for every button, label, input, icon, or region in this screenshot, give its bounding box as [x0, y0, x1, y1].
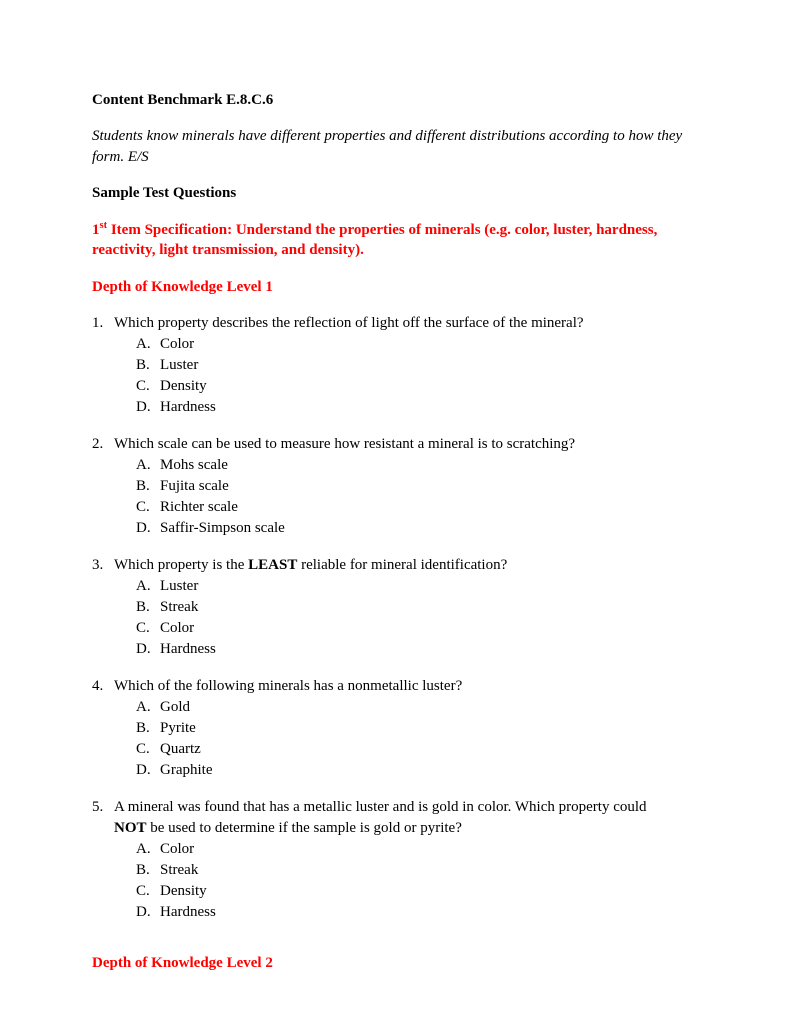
document-page: Content Benchmark E.8.C.6 Students know … [0, 0, 791, 1029]
option-c: C.Density [136, 881, 699, 902]
options-list: A.Mohs scale B.Fujita scale C.Richter sc… [92, 455, 699, 539]
dok-level-2-title: Depth of Knowledge Level 2 [92, 953, 699, 973]
item-specification: 1st Item Specification: Understand the p… [92, 219, 699, 261]
sample-questions-title: Sample Test Questions [92, 183, 699, 203]
question-number: 3. [92, 555, 114, 576]
question-number: 4. [92, 676, 114, 697]
option-c: C.Density [136, 376, 699, 397]
dok-level-1-title: Depth of Knowledge Level 1 [92, 277, 699, 297]
standard-text: Students know minerals have different pr… [92, 126, 699, 167]
option-c: C.Quartz [136, 739, 699, 760]
option-b: B.Streak [136, 597, 699, 618]
option-a: A.Mohs scale [136, 455, 699, 476]
option-a: A.Luster [136, 576, 699, 597]
option-d: D.Hardness [136, 639, 699, 660]
question-text: A mineral was found that has a metallic … [114, 797, 699, 839]
option-a: A.Color [136, 839, 699, 860]
option-a: A.Gold [136, 697, 699, 718]
option-b: B.Streak [136, 860, 699, 881]
options-list: A.Color B.Streak C.Density D.Hardness [92, 839, 699, 923]
options-list: A.Gold B.Pyrite C.Quartz D.Graphite [92, 697, 699, 781]
item-spec-text: Item Specification: Understand the prope… [92, 222, 657, 258]
question-number: 2. [92, 434, 114, 455]
option-b: B.Fujita scale [136, 476, 699, 497]
item-spec-sup: st [100, 220, 108, 231]
option-c: C.Richter scale [136, 497, 699, 518]
question-text: Which property describes the reflection … [114, 313, 699, 334]
option-d: D.Graphite [136, 760, 699, 781]
question-5: 5. A mineral was found that has a metall… [92, 797, 699, 923]
question-text: Which scale can be used to measure how r… [114, 434, 699, 455]
option-d: D.Saffir-Simpson scale [136, 518, 699, 539]
option-b: B.Luster [136, 355, 699, 376]
options-list: A.Luster B.Streak C.Color D.Hardness [92, 576, 699, 660]
question-2: 2. Which scale can be used to measure ho… [92, 434, 699, 539]
option-c: C.Color [136, 618, 699, 639]
question-number: 5. [92, 797, 114, 839]
option-d: D.Hardness [136, 397, 699, 418]
option-b: B.Pyrite [136, 718, 699, 739]
option-a: A.Color [136, 334, 699, 355]
question-text: Which property is the LEAST reliable for… [114, 555, 699, 576]
option-d: D.Hardness [136, 902, 699, 923]
question-text: Which of the following minerals has a no… [114, 676, 699, 697]
question-4: 4. Which of the following minerals has a… [92, 676, 699, 781]
question-3: 3. Which property is the LEAST reliable … [92, 555, 699, 660]
item-spec-prefix: 1 [92, 222, 100, 238]
question-1: 1. Which property describes the reflecti… [92, 313, 699, 418]
benchmark-title: Content Benchmark E.8.C.6 [92, 90, 699, 110]
question-number: 1. [92, 313, 114, 334]
options-list: A.Color B.Luster C.Density D.Hardness [92, 334, 699, 418]
